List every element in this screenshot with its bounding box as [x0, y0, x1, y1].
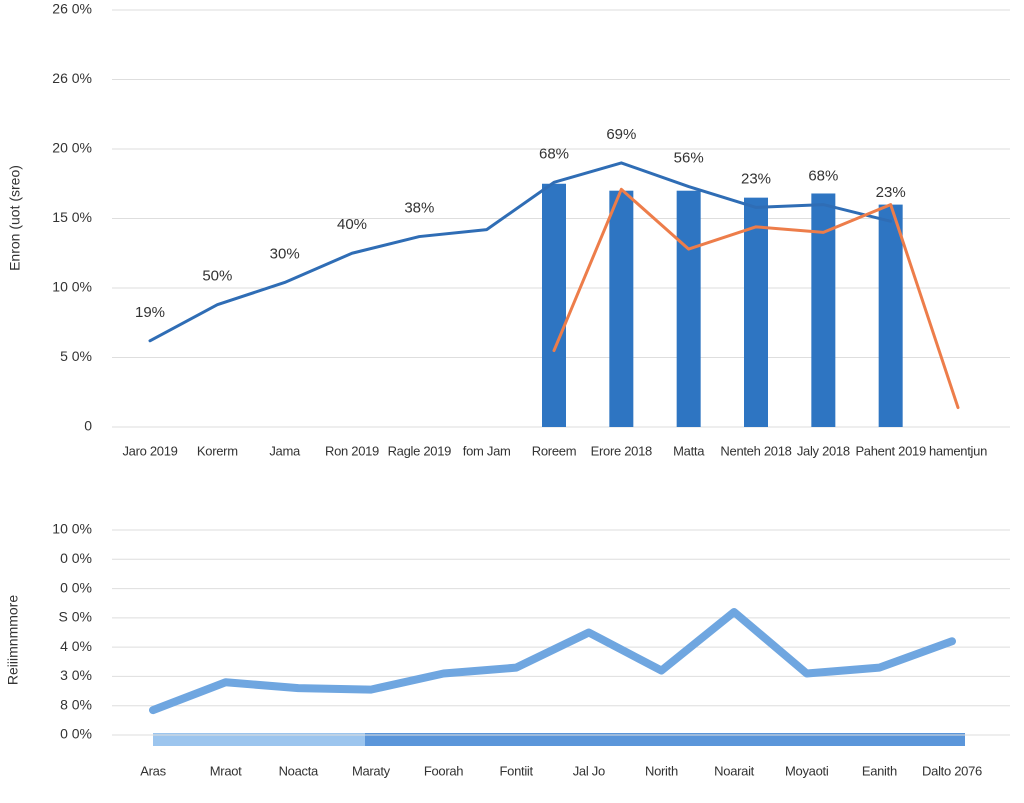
x-tick-label: Jaro 2019 [122, 443, 177, 458]
x-tick-label: Ron 2019 [325, 443, 379, 458]
bar [676, 190, 701, 427]
data-label: 50% [202, 268, 232, 285]
data-label: 23% [741, 170, 771, 187]
bar [744, 197, 768, 427]
x-tick-label: Roreem [532, 443, 576, 458]
x-tick-label: Maraty [352, 763, 391, 778]
y-axis-title: Reiiimnmmore [5, 595, 21, 685]
x-tick-label: Moyaoti [785, 763, 829, 778]
y-tick-label: 26 0% [52, 1, 92, 17]
x-tick-label: Erore 2018 [591, 443, 652, 458]
data-label: 69% [606, 126, 636, 143]
data-label: 19% [135, 304, 165, 321]
x-tick-label: fom Jam [463, 443, 511, 458]
x-tick-label: Jama [269, 443, 301, 458]
y-tick-label: 10 0% [52, 521, 92, 537]
data-label: 40% [337, 216, 367, 233]
y-tick-label: 10 0% [52, 279, 92, 295]
x-tick-label: Norith [645, 763, 678, 778]
x-tick-label: Dalto 2076 [922, 763, 982, 778]
y-axis-title: Enron (uot (sreo) [7, 165, 23, 271]
x-tick-label: Jaly 2018 [797, 443, 850, 458]
x-tick-label: Mraot [210, 763, 242, 778]
y-tick-label: 4 0% [60, 638, 92, 654]
x-tick-label: Nenteh 2018 [720, 443, 791, 458]
y-tick-label: 0 [84, 418, 92, 434]
data-label: 23% [876, 184, 906, 201]
x-tick-label: Pahent 2019 [855, 443, 926, 458]
data-label: 38% [404, 200, 434, 217]
x-tick-label: Matta [673, 443, 705, 458]
y-tick-label: 26 0% [52, 70, 92, 86]
y-tick-label: S 0% [59, 609, 92, 625]
y-tick-label: 3 0% [60, 667, 92, 683]
line [149, 608, 956, 715]
baseline-band [153, 733, 365, 746]
bar [609, 190, 634, 427]
x-tick-label: Aras [140, 763, 166, 778]
y-tick-label: 8 0% [60, 696, 92, 712]
y-tick-label: 0 0% [60, 550, 92, 566]
x-tick-label: Ragle 2019 [388, 443, 452, 458]
line [552, 187, 960, 410]
x-tick-label: Fontiit [500, 763, 534, 778]
x-tick-label: Foorah [424, 763, 463, 778]
y-tick-label: 20 0% [52, 140, 92, 156]
y-tick-label: 15 0% [52, 209, 92, 225]
data-label: 68% [808, 168, 838, 185]
x-tick-label: Jal Jo [573, 763, 605, 778]
x-tick-label: Noacta [279, 763, 319, 778]
x-tick-label: Korerm [197, 443, 238, 458]
bar [878, 204, 903, 427]
x-tick-label: Noarait [714, 763, 754, 778]
bar [542, 183, 566, 427]
line [148, 161, 893, 343]
baseline-band [365, 733, 965, 746]
data-label: 56% [674, 149, 704, 166]
x-tick-label: hamentjun [929, 443, 987, 458]
y-tick-label: 5 0% [60, 348, 92, 364]
y-tick-label: 0 0% [60, 726, 92, 742]
data-label: 68% [539, 145, 569, 162]
data-label: 30% [270, 245, 300, 262]
y-tick-label: 0 0% [60, 579, 92, 595]
x-tick-label: Eanith [862, 763, 897, 778]
